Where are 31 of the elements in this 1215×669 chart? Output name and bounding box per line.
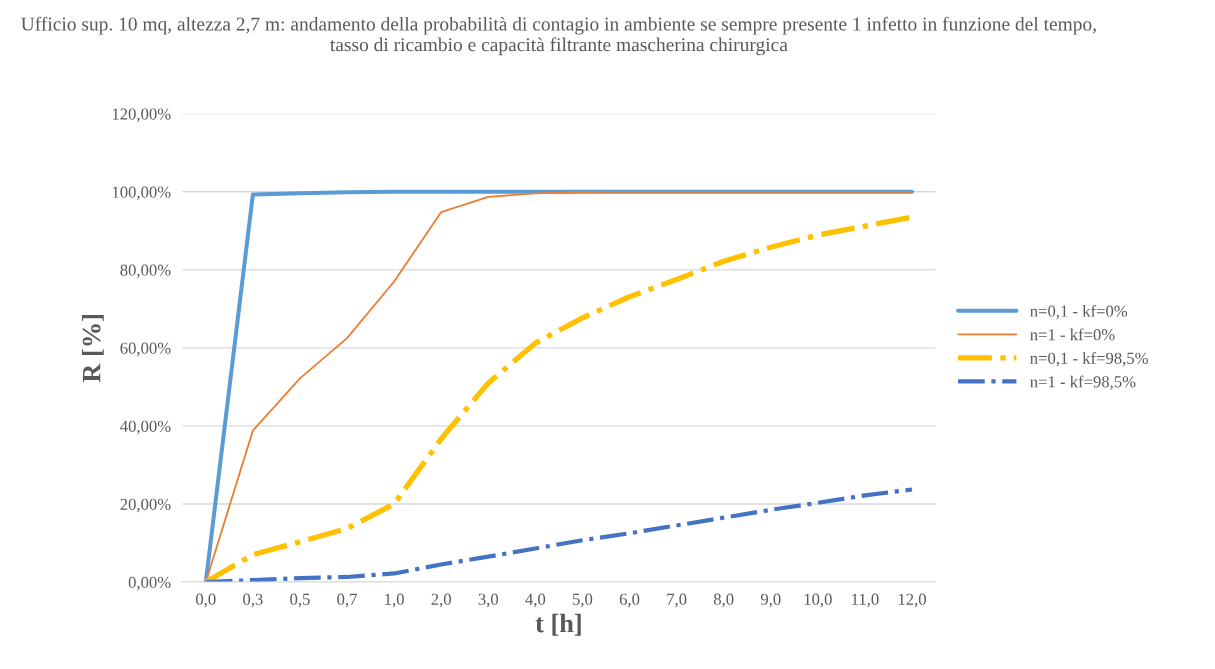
legend-label: n=0,1 - kf=98,5% bbox=[1030, 351, 1148, 367]
x-tick-label: 8,0 bbox=[713, 593, 734, 608]
y-tick-label: 100,00% bbox=[112, 186, 171, 201]
x-tick-label: 0,3 bbox=[243, 593, 263, 608]
x-tick-label: 0,0 bbox=[196, 593, 216, 608]
x-tick-label: 6,0 bbox=[619, 593, 640, 608]
line-series bbox=[203, 487, 915, 583]
x-tick-label: 0,7 bbox=[337, 593, 357, 608]
legend-label: n=1 - kf=98,5% bbox=[1030, 375, 1136, 390]
y-tick-label: 40,00% bbox=[120, 420, 171, 435]
x-tick-label: 2,0 bbox=[431, 593, 451, 608]
legend-label: n=0,1 - kf=0% bbox=[1030, 304, 1128, 320]
y-tick-label: 80,00% bbox=[120, 264, 171, 279]
chart-title: Ufficio sup. 10 mq, altezza 2,7 m: andamento della probabilità di contagio in ambiente se sempre presente 1 infetto in funzione del tempo, tasso di ricambio e capacità filtrante mascherina chirurgica bbox=[21, 16, 1096, 56]
legend-label: n=1 - kf=0% bbox=[1030, 328, 1115, 341]
x-tick-label: 10,0 bbox=[804, 593, 832, 608]
x-tick-label: 0,5 bbox=[290, 593, 310, 608]
y-axis-title: R [%] bbox=[81, 315, 104, 383]
x-tick-label: 5,0 bbox=[572, 593, 593, 608]
x-tick-label: 9,0 bbox=[760, 593, 781, 608]
x-tick-label: 3,0 bbox=[478, 593, 499, 608]
y-tick-label: 60,00% bbox=[120, 342, 171, 357]
x-tick-label: 7,0 bbox=[667, 593, 687, 608]
y-tick-label: 120,00% bbox=[112, 108, 171, 123]
x-tick-label: 1,0 bbox=[385, 593, 404, 608]
x-tick-label: 4,0 bbox=[525, 593, 546, 608]
x-tick-label: 11,0 bbox=[852, 593, 879, 608]
y-tick-label: 20,00% bbox=[120, 498, 171, 513]
x-axis-title: t [h] bbox=[535, 613, 581, 636]
y-tick-label: 0,00% bbox=[128, 576, 171, 591]
x-tick-label: 12,0 bbox=[898, 593, 926, 608]
